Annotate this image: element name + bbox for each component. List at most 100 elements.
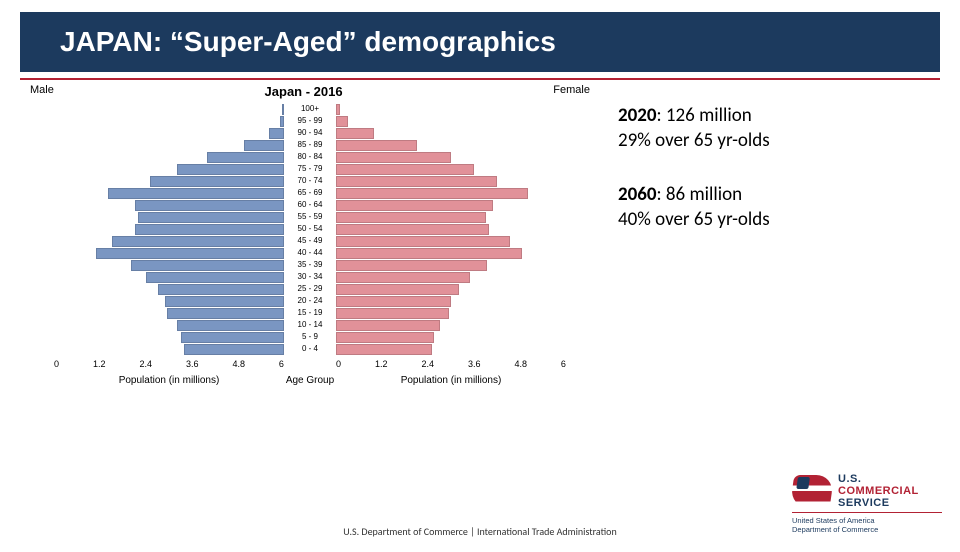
- x-tick: 0: [336, 359, 341, 369]
- age-label: 65 - 69: [284, 187, 336, 199]
- male-bar: [177, 164, 284, 175]
- x-label-right: Population (in millions): [336, 375, 566, 386]
- stats-panel: 2020: 126 million 29% over 65 yr-olds 20…: [600, 84, 940, 263]
- x-tick: 6: [561, 359, 566, 369]
- male-bar: [96, 248, 284, 259]
- x-tick: 1.2: [93, 359, 106, 369]
- stat-pop: 86 million: [666, 183, 742, 206]
- x-tick: 2.4: [421, 359, 434, 369]
- male-bar: [108, 188, 284, 199]
- logo-sub1: United States of America: [792, 516, 942, 525]
- male-bar: [112, 236, 285, 247]
- female-bar: [336, 176, 497, 187]
- female-bar: [336, 164, 474, 175]
- male-bar: [269, 128, 284, 139]
- age-label: 95 - 99: [284, 115, 336, 127]
- female-bar: [336, 224, 489, 235]
- pyramid-body: 100+95 - 9990 - 9485 - 8980 - 8475 - 797…: [20, 103, 600, 355]
- male-bar: [138, 212, 284, 223]
- male-bar: [167, 308, 284, 319]
- logo-line2: COMMERCIAL: [838, 485, 919, 497]
- age-labels: 100+95 - 9990 - 9485 - 8980 - 8475 - 797…: [284, 103, 336, 355]
- female-bar: [336, 188, 528, 199]
- age-label: 70 - 74: [284, 175, 336, 187]
- female-bar: [336, 128, 374, 139]
- male-label: Male: [30, 84, 54, 99]
- age-label: 75 - 79: [284, 163, 336, 175]
- male-bars: [54, 103, 284, 355]
- male-bar: [146, 272, 284, 283]
- stat-2020: 2020: 126 million 29% over 65 yr-olds: [618, 104, 930, 153]
- x-tick: 0: [54, 359, 59, 369]
- female-bar: [336, 200, 493, 211]
- flag-stripes-icon: [790, 475, 834, 507]
- female-bar: [336, 308, 449, 319]
- x-ticks-female: 0 1.2 2.4 3.6 4.8 6: [336, 359, 566, 369]
- female-bar: [336, 248, 522, 259]
- slide-title: JAPAN: “Super-Aged” demographics: [60, 26, 920, 58]
- female-bar: [336, 236, 510, 247]
- age-label: 20 - 24: [284, 295, 336, 307]
- age-label: 55 - 59: [284, 211, 336, 223]
- logo-text: U.S. COMMERCIAL SERVICE: [838, 473, 919, 509]
- age-label: 30 - 34: [284, 271, 336, 283]
- female-bar: [336, 320, 440, 331]
- stat-2060: 2060: 86 million 40% over 65 yr-olds: [618, 183, 930, 232]
- age-label: 15 - 19: [284, 307, 336, 319]
- logo-line1: U.S.: [838, 473, 919, 485]
- stat-over65: 29% over 65 yr-olds: [618, 129, 770, 152]
- us-commercial-service-logo: U.S. COMMERCIAL SERVICE United States of…: [792, 473, 942, 534]
- logo-sub2: Department of Commerce: [792, 525, 942, 534]
- x-tick: 4.8: [514, 359, 527, 369]
- x-tick: 1.2: [375, 359, 388, 369]
- female-bar: [336, 116, 348, 127]
- female-bar: [336, 284, 459, 295]
- x-label-center: Age Group: [284, 375, 336, 386]
- male-bar: [135, 224, 285, 235]
- content-row: Male Japan - 2016 Female 100+95 - 9990 -…: [0, 84, 960, 386]
- age-label: 80 - 84: [284, 151, 336, 163]
- age-label: 0 - 4: [284, 343, 336, 355]
- male-bar: [131, 260, 284, 271]
- female-bar: [336, 272, 470, 283]
- stat-over65: 40% over 65 yr-olds: [618, 208, 770, 231]
- x-label-left: Population (in millions): [54, 375, 284, 386]
- female-bar: [336, 152, 451, 163]
- footer-right: International Trade Administration: [477, 525, 617, 538]
- footer-sep: |: [470, 525, 477, 538]
- age-label: 25 - 29: [284, 283, 336, 295]
- x-axis-labels: Population (in millions) Age Group Popul…: [20, 375, 600, 386]
- x-tick: 3.6: [186, 359, 199, 369]
- age-label: 85 - 89: [284, 139, 336, 151]
- age-label: 10 - 14: [284, 319, 336, 331]
- female-bar: [336, 260, 487, 271]
- female-bar: [336, 344, 432, 355]
- age-label: 90 - 94: [284, 127, 336, 139]
- population-pyramid: Male Japan - 2016 Female 100+95 - 9990 -…: [20, 84, 600, 386]
- x-tick: 2.4: [139, 359, 152, 369]
- male-bar: [184, 344, 284, 355]
- female-bar: [336, 212, 486, 223]
- female-bar: [336, 332, 434, 343]
- female-bar: [336, 140, 417, 151]
- age-label: 5 - 9: [284, 331, 336, 343]
- age-label: 40 - 44: [284, 247, 336, 259]
- male-bar: [165, 296, 284, 307]
- age-label: 35 - 39: [284, 259, 336, 271]
- age-label: 100+: [284, 103, 336, 115]
- age-label: 60 - 64: [284, 199, 336, 211]
- x-tick: 3.6: [468, 359, 481, 369]
- x-ticks-gap: [284, 359, 336, 369]
- title-rule: [20, 78, 940, 80]
- female-label: Female: [553, 84, 590, 99]
- footer-left: U.S. Department of Commerce: [343, 525, 468, 538]
- male-bar: [207, 152, 284, 163]
- logo-line3: SERVICE: [838, 497, 919, 509]
- stat-pop: 126 million: [666, 104, 752, 127]
- male-bar: [177, 320, 284, 331]
- title-bar: JAPAN: “Super-Aged” demographics: [20, 12, 940, 72]
- male-bar: [135, 200, 285, 211]
- x-tick: 4.8: [232, 359, 245, 369]
- male-bar: [158, 284, 285, 295]
- male-bar: [181, 332, 285, 343]
